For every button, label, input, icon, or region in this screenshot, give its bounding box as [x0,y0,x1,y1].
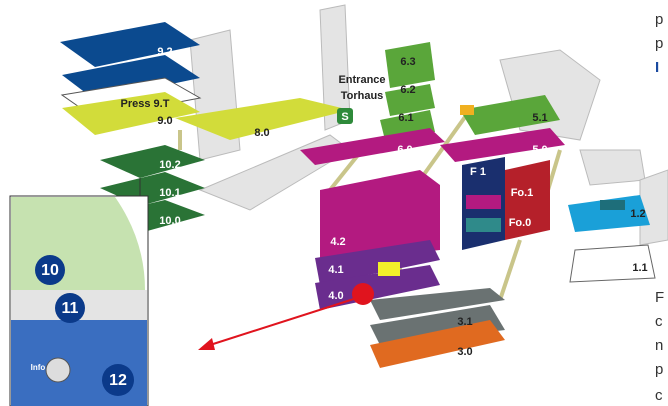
hall-label: 1.2 [630,208,645,220]
hall-label: 10.1 [159,187,180,199]
zone-label: 10 [41,262,59,279]
inset: 10 11 12 Info [9,178,149,406]
hall-label: 9.1 [157,80,172,92]
hall-label: Fo.1 [511,187,534,199]
hall-label: F 1 [470,166,486,178]
arrow-head [198,338,215,350]
station-label: S [341,111,348,123]
side-text-fragment: I [655,59,659,76]
hall-label: 10.0 [159,215,180,227]
entrance: Entrance Torhaus S [337,74,386,124]
hall-label: 6.1 [398,112,413,124]
entrance-label: Torhaus [341,90,384,102]
hall-label: 6.3 [400,56,415,68]
hall-label: Press 9.T [121,98,170,110]
hall-label: 6.0 [397,144,412,156]
zone-label: 12 [109,372,127,389]
hall-labels: 9.2 9.1 Press 9.T 9.0 8.0 6.3 6.2 6.1 6.… [121,46,648,358]
arrow [209,296,361,346]
hall-label: 9.2 [157,46,172,58]
side-text-fragment: F [655,289,664,306]
side-text-fragment: p [655,35,663,52]
hall-label: Fo.0 [509,217,532,229]
hall-label: 6.2 [400,84,415,96]
hall-label: 9.0 [157,115,172,127]
station-icon [337,108,353,124]
info-label: Info [31,363,46,372]
hall-9 [60,22,350,140]
side-text-fragment: p [655,11,663,28]
hall-label: 1.1 [632,262,647,274]
side-text-fragment: c [655,387,663,404]
hall-label: 4.1 [328,264,343,276]
zone-label: 11 [62,300,79,317]
hall-f [462,157,656,283]
location-marker [352,283,374,305]
hall-6-5 [300,42,565,165]
hall-label: 5.1 [532,112,547,124]
hall-label: 3.1 [457,316,472,328]
entrance-label: Entrance [338,74,385,86]
hall-label: 4.2 [330,236,345,248]
side-text: p p I F c n p c [655,11,664,404]
side-text-fragment: n [655,337,663,354]
hall-label: 10.2 [159,159,180,171]
hall-3 [370,288,505,368]
side-text-fragment: c [655,313,663,330]
hall-label: 5.0 [532,144,547,156]
side-text-fragment: p [655,361,663,378]
hall-4 [315,170,440,310]
hall-label: 8.0 [254,127,269,139]
hall-label: 3.0 [457,346,472,358]
hall-label: 4.0 [328,290,343,302]
